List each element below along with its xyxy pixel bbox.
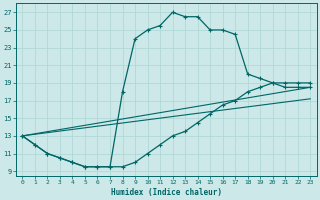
X-axis label: Humidex (Indice chaleur): Humidex (Indice chaleur) [111, 188, 222, 197]
